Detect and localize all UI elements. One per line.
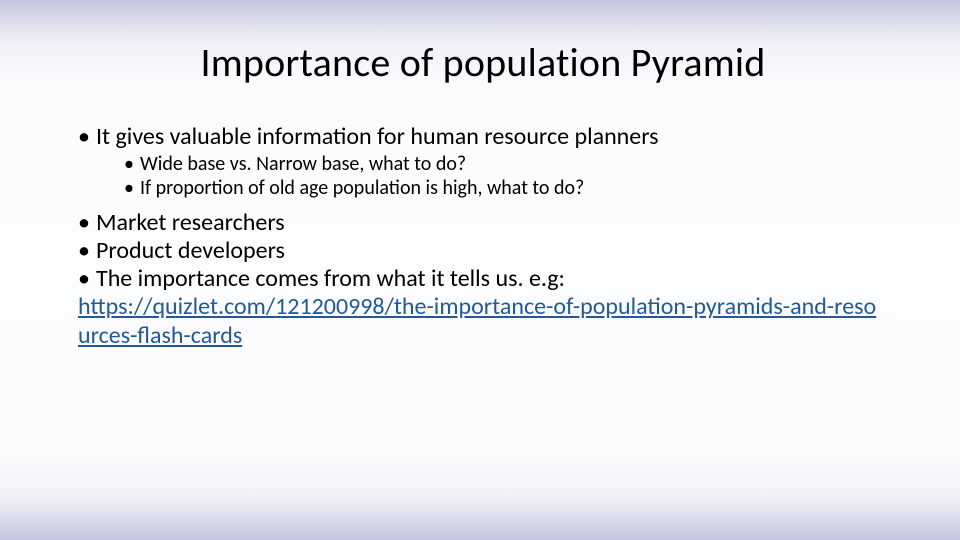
list-item-text: Product developers — [96, 236, 285, 265]
list-item-text: If proportion of old age population is h… — [140, 176, 584, 200]
list-item: The importance comes from what it tells … — [78, 265, 888, 293]
list-item-text: Wide base vs. Narrow base, what to do? — [140, 152, 466, 176]
slide: Importance of population Pyramid It give… — [0, 0, 960, 540]
slide-body: It gives valuable information for human … — [78, 123, 888, 350]
slide-title: Importance of population Pyramid — [78, 38, 888, 87]
link-line: https://quizlet.com/121200998/the-import… — [78, 293, 888, 350]
list-item: If proportion of old age population is h… — [124, 177, 888, 201]
list-item-text: The importance comes from what it tells … — [96, 264, 565, 293]
list-item: Market researchers — [78, 209, 888, 237]
list-item: It gives valuable information for human … — [78, 123, 888, 201]
list-item-text: Market researchers — [96, 208, 285, 237]
list-item: Wide base vs. Narrow base, what to do? — [124, 153, 888, 177]
list-item-text: It gives valuable information for human … — [96, 122, 659, 151]
reference-link[interactable]: https://quizlet.com/121200998/the-import… — [78, 292, 876, 349]
bullet-list: It gives valuable information for human … — [78, 123, 888, 293]
sub-bullet-list: Wide base vs. Narrow base, what to do? I… — [96, 153, 888, 200]
list-item: Product developers — [78, 237, 888, 265]
